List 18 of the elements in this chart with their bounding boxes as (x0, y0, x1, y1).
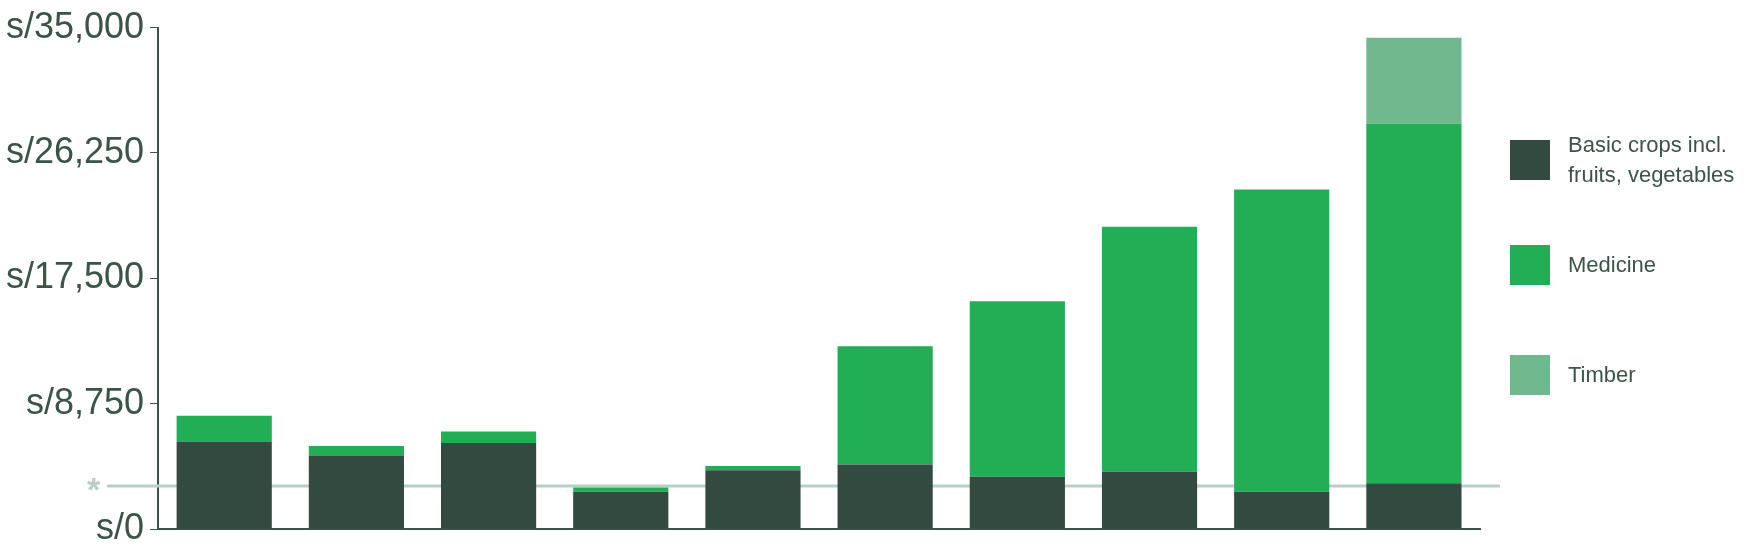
bar (573, 487, 669, 492)
legend-label: Timber (1568, 361, 1637, 389)
y-tick-label: s/8,750 (26, 380, 145, 422)
legend-label: Basic crops incl. fruits, vegetables (1568, 131, 1736, 189)
bar (1101, 226, 1198, 472)
y-tick-label: s/26,250 (5, 129, 145, 171)
bar (308, 445, 404, 456)
bar (837, 346, 933, 465)
y-tick-label: s/17,500 (5, 255, 145, 297)
bar (176, 415, 272, 442)
bar (1234, 189, 1330, 492)
y-tick-label: s/35,000 (5, 4, 145, 46)
bar (1366, 123, 1462, 484)
legend-label: Medicine (1568, 251, 1658, 279)
bar (705, 465, 801, 471)
bar (969, 301, 1065, 477)
bar (441, 431, 537, 444)
bar (1366, 37, 1462, 124)
